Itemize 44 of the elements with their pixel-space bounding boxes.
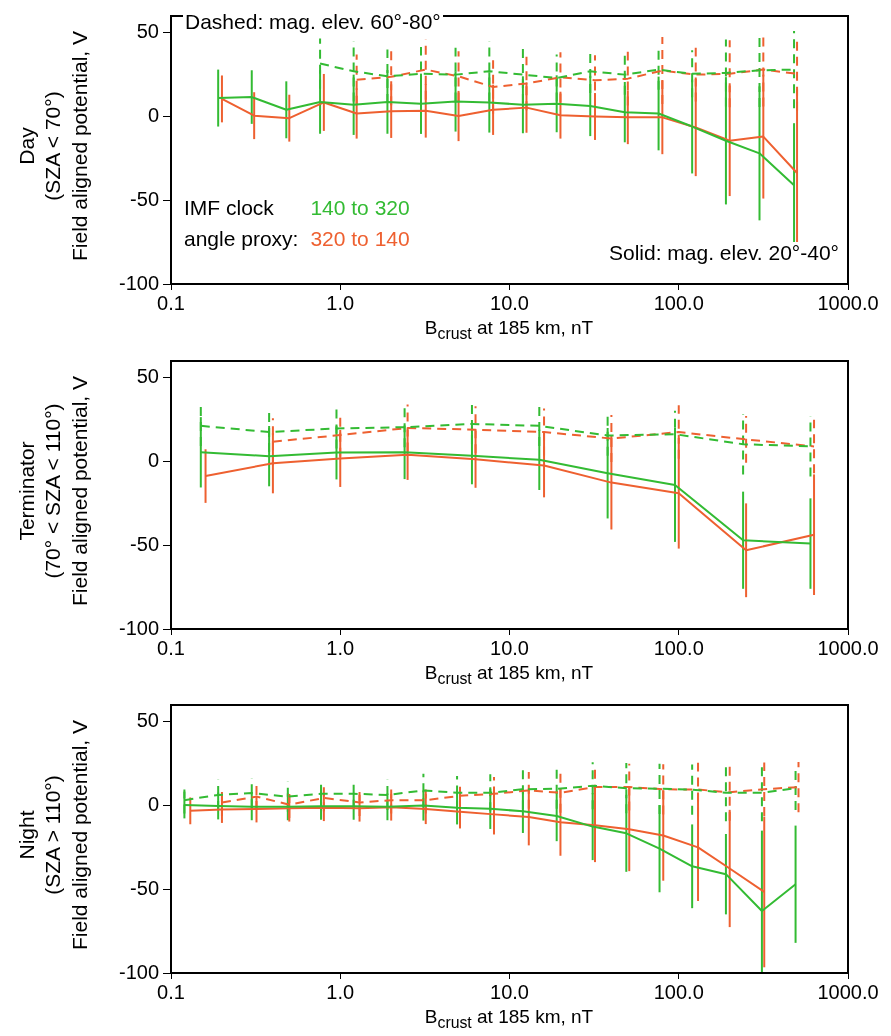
text: Night <box>15 810 39 860</box>
y-tick-label: 50 <box>136 365 159 388</box>
y-tick-label: 0 <box>147 793 159 816</box>
y-tick-label: -50 <box>130 187 159 210</box>
x-tick-label: 100.0 <box>653 291 704 314</box>
y-tick-label: 0 <box>147 449 159 472</box>
x-tick-label: 0.1 <box>157 636 185 659</box>
y-axis-title: Field aligned potential, V <box>68 376 92 606</box>
text: IMF clock angle proxy: <box>184 196 299 250</box>
y-tick-label: 0 <box>147 104 159 127</box>
text: (SZA > 110°) <box>41 775 65 895</box>
x-tick-label: 0.1 <box>157 980 185 1003</box>
text: 140 to 320 <box>310 195 411 221</box>
text: (70° < SZA < 110°) <box>41 403 65 579</box>
y-tick-label: -100 <box>118 616 159 639</box>
annotation: Dashed: mag. elev. 60°-80° <box>183 10 443 33</box>
x-axis-title: B$_{crust}$ at 185 km, nT <box>424 317 594 343</box>
y-axis-title: Field aligned potential, V <box>68 31 92 261</box>
x-tick-label: 1000.0 <box>817 980 879 1003</box>
text: Terminator <box>15 441 39 541</box>
x-tick-label: 10.0 <box>490 291 529 314</box>
x-tick-label: 1000.0 <box>817 636 879 659</box>
x-tick-label: 10.0 <box>490 636 529 659</box>
x-tick-label: 1000.0 <box>817 291 879 314</box>
text: Day <box>15 127 39 165</box>
y-axis-title: Field aligned potential, V <box>68 720 92 950</box>
y-tick-label: 50 <box>136 709 159 732</box>
x-tick-label: 1.0 <box>326 980 355 1003</box>
text: 320 to 140 <box>310 226 411 252</box>
x-tick-label: 10.0 <box>490 980 529 1003</box>
y-tick-label: -50 <box>130 532 159 555</box>
y-tick-label: -100 <box>118 271 159 294</box>
x-axis-title: B$_{crust}$ at 185 km, nT <box>424 1006 594 1032</box>
y-tick-label: -50 <box>130 876 159 899</box>
x-tick-label: 100.0 <box>653 980 704 1003</box>
text: (SZA < 70°) <box>41 91 65 201</box>
x-tick-label: 0.1 <box>157 291 185 314</box>
x-axis-title: B$_{crust}$ at 185 km, nT <box>424 662 594 688</box>
x-tick-label: 1.0 <box>326 291 355 314</box>
y-tick-label: 50 <box>136 20 159 43</box>
x-tick-label: 100.0 <box>653 636 704 659</box>
x-tick-label: 1.0 <box>326 636 355 659</box>
annotation: Solid: mag. elev. 20°-40° <box>606 241 841 264</box>
y-tick-label: -100 <box>118 960 159 983</box>
